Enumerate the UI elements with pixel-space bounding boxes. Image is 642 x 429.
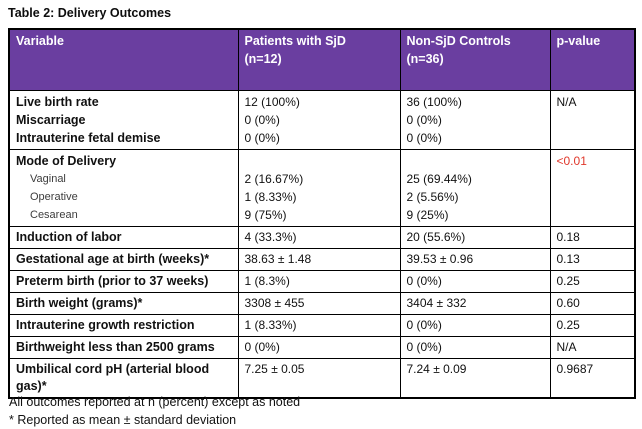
variable-vaginal: Vaginal <box>30 173 66 185</box>
header-sjd-line1: Patients with SjD <box>244 34 346 48</box>
p-value-mode-of-delivery: <0.01 <box>556 154 587 168</box>
control-operative: 2 (5.56%) <box>406 190 459 204</box>
control-cell: 20 (55.6%) <box>399 226 551 249</box>
table-row-birthweight-less-2500: Birthweight less than 2500 grams 0 (0%) … <box>8 336 636 359</box>
control-cell: 7.24 ± 0.09 <box>399 358 551 399</box>
control-cell: 36 (100%) 0 (0%) 0 (0%) <box>399 90 551 150</box>
p-value-cell: <0.01 <box>549 149 636 227</box>
control-cesarean: 9 (25%) <box>406 208 449 222</box>
sjd-cell: 2 (16.67%) 1 (8.33%) 9 (75%) <box>237 149 401 227</box>
sjd-cell: 12 (100%) 0 (0%) 0 (0%) <box>237 90 401 150</box>
header-variable-label: Variable <box>16 34 64 48</box>
table-row-mode-of-delivery-group: Mode of Delivery Vaginal Operative Cesar… <box>8 149 636 227</box>
sjd-vaginal: 2 (16.67%) <box>244 172 304 186</box>
header-control-line2: (n=36) <box>406 52 444 66</box>
p-value-cell: 0.60 <box>549 292 636 315</box>
p-value-cell: 0.18 <box>549 226 636 249</box>
header-non-sjd-controls: Non-SjD Controls (n=36) <box>399 28 551 91</box>
sjd-cell: 1 (8.33%) <box>237 314 401 337</box>
sjd-cell: 38.63 ± 1.48 <box>237 248 401 271</box>
header-sjd-line2: (n=12) <box>244 52 282 66</box>
control-cell: 0 (0%) <box>399 314 551 337</box>
control-cell: 0 (0%) <box>399 270 551 293</box>
sjd-cell: 0 (0%) <box>237 336 401 359</box>
footnote-mean-sd: * Reported as mean ± standard deviation <box>9 413 237 427</box>
delivery-outcomes-table: Variable Patients with SjD (n=12) Non-Sj… <box>8 28 636 399</box>
p-value-cell: 0.25 <box>549 270 636 293</box>
variable-cesarean: Cesarean <box>30 209 78 221</box>
sjd-mode-spacer <box>245 152 394 170</box>
sjd-cell: 3308 ± 455 <box>237 292 401 315</box>
table-row-umbilical-cord-ph: Umbilical cord pH (arterial blood gas)* … <box>8 358 636 399</box>
sjd-cell: 1 (8.3%) <box>237 270 401 293</box>
header-p-value-label: p-value <box>556 34 601 48</box>
control-cell: 0 (0%) <box>399 336 551 359</box>
variable-intrauterine-fetal-demise: Intrauterine fetal demise <box>16 131 161 145</box>
header-sjd-patients: Patients with SjD (n=12) <box>237 28 401 91</box>
variable-cell: Gestational age at birth (weeks)* <box>8 248 239 271</box>
control-cell: 25 (69.44%) 2 (5.56%) 9 (25%) <box>399 149 551 227</box>
control-vaginal: 25 (69.44%) <box>406 172 472 186</box>
footnote-reporting-convention: All outcomes reported at n (percent) exc… <box>9 395 301 409</box>
variable-cell: Preterm birth (prior to 37 weeks) <box>8 270 239 293</box>
table-row-preterm-birth: Preterm birth (prior to 37 weeks) 1 (8.3… <box>8 270 636 293</box>
table-title: Table 2: Delivery Outcomes <box>8 6 172 20</box>
table-row-induction-of-labor: Induction of labor 4 (33.3%) 20 (55.6%) … <box>8 226 636 249</box>
p-value-live-birth-rate: N/A <box>556 95 577 109</box>
sjd-live-birth-rate: 12 (100%) <box>244 95 300 109</box>
control-mode-spacer <box>407 152 544 170</box>
sjd-operative: 1 (8.33%) <box>244 190 297 204</box>
variable-cell: Intrauterine growth restriction <box>8 314 239 337</box>
p-value-cell: N/A <box>549 90 636 150</box>
header-variable: Variable <box>8 28 239 91</box>
control-miscarriage: 0 (0%) <box>406 113 442 127</box>
sjd-cell: 7.25 ± 0.05 <box>237 358 401 399</box>
control-intrauterine-fetal-demise: 0 (0%) <box>406 131 442 145</box>
sjd-miscarriage: 0 (0%) <box>244 113 280 127</box>
variable-cell: Induction of labor <box>8 226 239 249</box>
header-row: Variable Patients with SjD (n=12) Non-Sj… <box>8 28 636 91</box>
variable-cell: Umbilical cord pH (arterial blood gas)* <box>8 358 239 399</box>
table-row-pregnancy-outcomes-group: Live birth rate Miscarriage Intrauterine… <box>8 90 636 150</box>
p-value-cell: N/A <box>549 336 636 359</box>
variable-miscarriage: Miscarriage <box>16 113 86 127</box>
sjd-cesarean: 9 (75%) <box>244 208 287 222</box>
sjd-cell: 4 (33.3%) <box>237 226 401 249</box>
table-row-birth-weight: Birth weight (grams)* 3308 ± 455 3404 ± … <box>8 292 636 315</box>
variable-cell: Birthweight less than 2500 grams <box>8 336 239 359</box>
variable-live-birth-rate: Live birth rate <box>16 95 99 109</box>
sjd-intrauterine-fetal-demise: 0 (0%) <box>244 131 280 145</box>
variable-operative: Operative <box>30 191 78 203</box>
table-footnotes: All outcomes reported at n (percent) exc… <box>9 393 300 429</box>
variable-cell: Live birth rate Miscarriage Intrauterine… <box>8 90 239 150</box>
control-live-birth-rate: 36 (100%) <box>406 95 462 109</box>
control-cell: 3404 ± 332 <box>399 292 551 315</box>
control-cell: 39.53 ± 0.96 <box>399 248 551 271</box>
table-row-intrauterine-growth-restriction: Intrauterine growth restriction 1 (8.33%… <box>8 314 636 337</box>
header-control-line1: Non-SjD Controls <box>406 34 511 48</box>
p-value-cell: 0.25 <box>549 314 636 337</box>
variable-mode-of-delivery: Mode of Delivery <box>16 154 117 168</box>
variable-cell: Birth weight (grams)* <box>8 292 239 315</box>
table-row-gestational-age: Gestational age at birth (weeks)* 38.63 … <box>8 248 636 271</box>
p-value-cell: 0.9687 <box>549 358 636 399</box>
header-p-value: p-value <box>549 28 636 91</box>
variable-cell: Mode of Delivery Vaginal Operative Cesar… <box>8 149 239 227</box>
p-value-cell: 0.13 <box>549 248 636 271</box>
